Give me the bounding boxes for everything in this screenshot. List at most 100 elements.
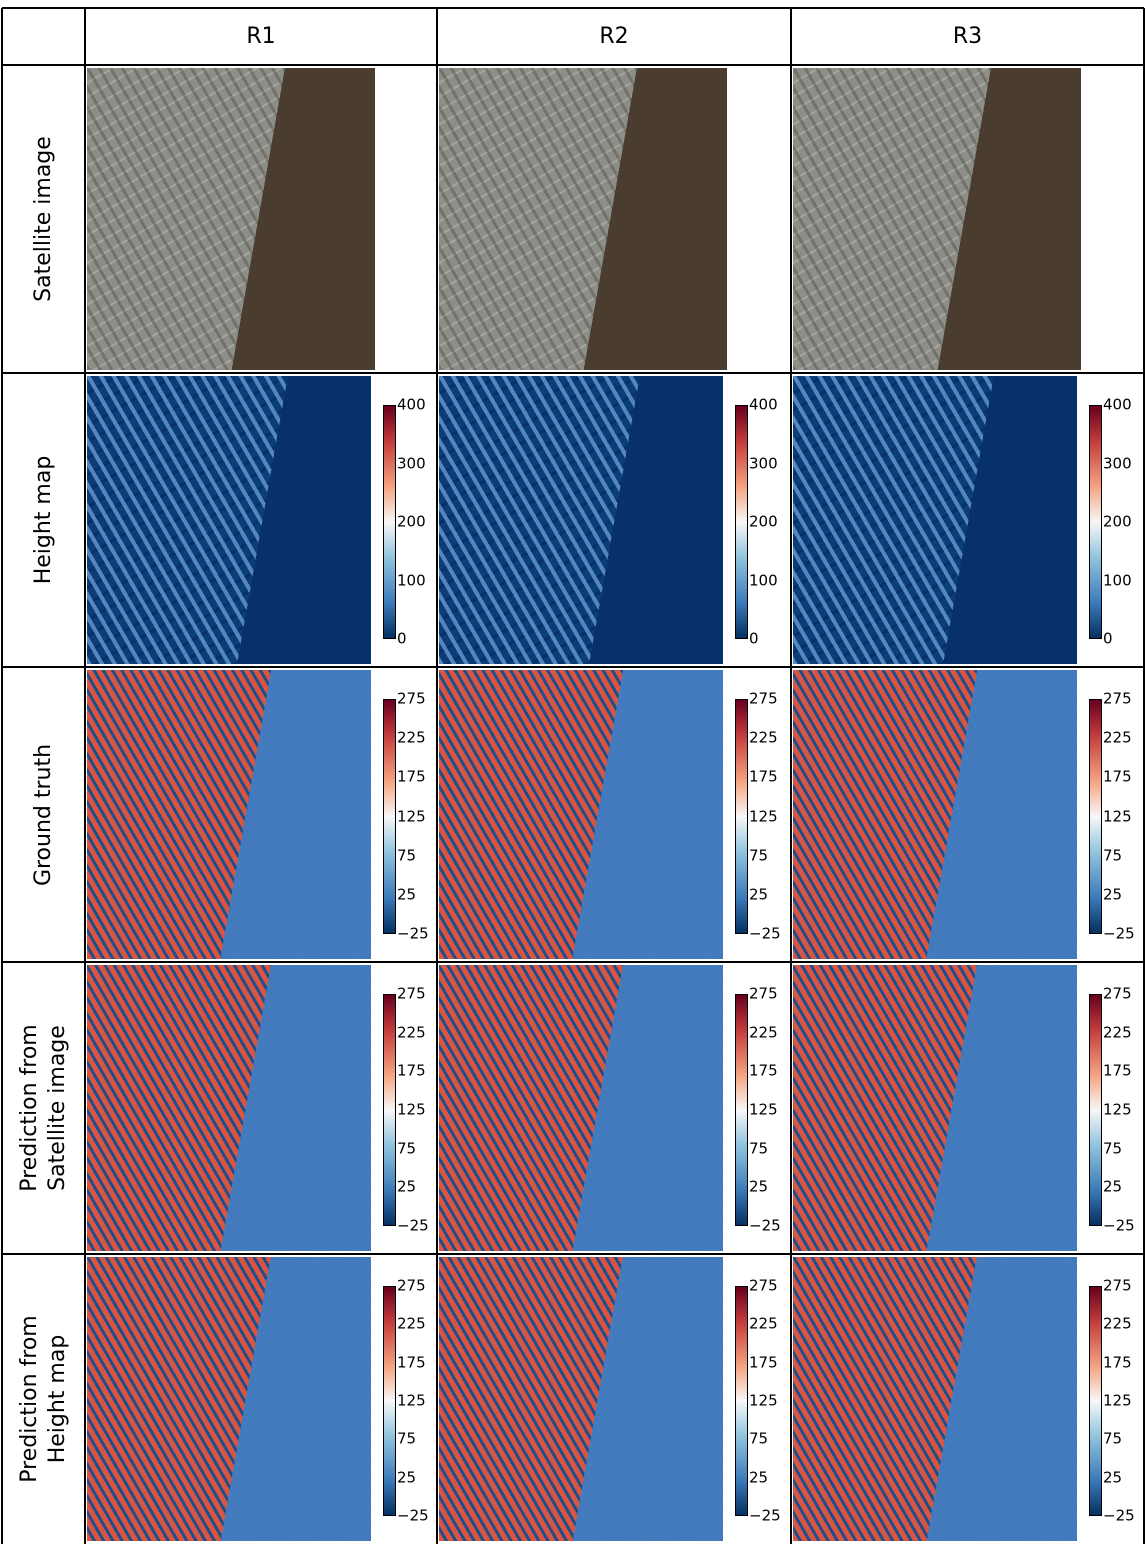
table-border: [2, 666, 1144, 668]
colorbar-tick-label: 25: [749, 887, 768, 902]
colorbar-tick-label: 225: [397, 1317, 426, 1332]
row-label-line: Height map: [44, 1315, 72, 1482]
colorbar-tick-label: 175: [749, 1355, 778, 1370]
map-image: [87, 1257, 371, 1541]
map-image: [87, 670, 371, 959]
colorbar-tick-label: 225: [397, 731, 426, 746]
colorbar-tick-label: 25: [397, 887, 416, 902]
colorbar-tick-label: 100: [749, 573, 778, 588]
colorbar: [1089, 994, 1102, 1226]
colorbar-tick-label: −25: [397, 927, 429, 942]
table-border: [1143, 8, 1145, 1544]
column-header: R2: [437, 8, 791, 65]
colorbar-tick-label: 25: [397, 1470, 416, 1485]
colorbar-tick-label: 25: [1103, 1180, 1122, 1195]
column-header: R3: [791, 8, 1144, 65]
row-label-line: Ground truth: [30, 743, 58, 885]
colorbar: [1089, 405, 1102, 639]
colorbar-tick-label: 125: [749, 1103, 778, 1118]
colorbar-tick-label: 125: [397, 1103, 426, 1118]
colorbar-tick-label: 225: [397, 1025, 426, 1040]
colorbar-tick-label: 25: [1103, 887, 1122, 902]
colorbar-tick-label: 275: [397, 1279, 426, 1294]
colorbar-tick-label: 200: [397, 515, 426, 530]
map-image: [439, 376, 723, 664]
colorbar-tick-label: −25: [1103, 927, 1135, 942]
colorbar-tick-label: −25: [749, 1219, 781, 1234]
row-label-line: Satellite image: [44, 1024, 72, 1191]
colorbar-tick-label: 275: [1103, 1279, 1132, 1294]
figure: R1R2R3 Satellite image Height map 400 300 200…: [0, 0, 1146, 1544]
table-border: [790, 8, 792, 1544]
colorbar-tick-label: 175: [397, 1355, 426, 1370]
colorbar-tick-label: 0: [397, 632, 407, 647]
colorbar-tick-label: 400: [1103, 398, 1132, 413]
colorbar: [1089, 1286, 1102, 1516]
colorbar: [383, 994, 396, 1226]
colorbar-tick-label: 25: [749, 1180, 768, 1195]
column-header: R1: [85, 8, 437, 65]
colorbar-tick-label: 125: [397, 809, 426, 824]
colorbar-tick-label: 225: [749, 1317, 778, 1332]
colorbar: [735, 994, 748, 1226]
colorbar: [383, 405, 396, 639]
colorbar-tick-label: 300: [397, 456, 426, 471]
map-image: [87, 965, 371, 1251]
colorbar-tick-label: 225: [1103, 1317, 1132, 1332]
colorbar-tick-label: 175: [1103, 770, 1132, 785]
colorbar-tick-label: 75: [397, 1432, 416, 1447]
row-label-line: Height map: [30, 456, 58, 585]
table-border: [2, 1253, 1144, 1255]
map-image: [439, 1257, 723, 1541]
colorbar: [735, 699, 748, 934]
colorbar: [735, 1286, 748, 1516]
colorbar: [735, 405, 748, 639]
row-label: Ground truth: [30, 743, 58, 885]
colorbar: [383, 699, 396, 934]
colorbar-tick-label: 125: [1103, 809, 1132, 824]
table-border: [2, 961, 1144, 963]
colorbar: [383, 1286, 396, 1516]
row-label: Prediction fromHeight map: [16, 1315, 72, 1482]
map-image: [793, 965, 1077, 1251]
colorbar-tick-label: −25: [397, 1219, 429, 1234]
colorbar-tick-label: 75: [1103, 848, 1122, 863]
map-image: [439, 670, 723, 959]
table-border: [1, 8, 3, 1544]
map-image: [793, 376, 1077, 664]
table-border: [2, 372, 1144, 374]
colorbar-tick-label: 275: [749, 987, 778, 1002]
colorbar-tick-label: 275: [749, 1279, 778, 1294]
map-image: [439, 965, 723, 1251]
colorbar-tick-label: −25: [397, 1509, 429, 1524]
colorbar-tick-label: −25: [749, 1509, 781, 1524]
colorbar-tick-label: 125: [749, 1394, 778, 1409]
colorbar-tick-label: 200: [1103, 515, 1132, 530]
map-image: [793, 1257, 1077, 1541]
table-border: [436, 8, 438, 1544]
colorbar-tick-label: 175: [397, 1064, 426, 1079]
colorbar-tick-label: 275: [397, 987, 426, 1002]
map-image: [793, 670, 1077, 959]
colorbar-tick-label: 225: [1103, 1025, 1132, 1040]
colorbar-tick-label: 125: [749, 809, 778, 824]
colorbar-tick-label: 25: [397, 1180, 416, 1195]
colorbar-tick-label: 175: [1103, 1064, 1132, 1079]
colorbar-tick-label: 275: [1103, 692, 1132, 707]
colorbar-tick-label: 75: [1103, 1141, 1122, 1156]
map-image: [87, 376, 371, 664]
colorbar-tick-label: 225: [1103, 731, 1132, 746]
colorbar-tick-label: 300: [749, 456, 778, 471]
colorbar-tick-label: 25: [749, 1470, 768, 1485]
colorbar-tick-label: 0: [1103, 632, 1113, 647]
colorbar-tick-label: 25: [1103, 1470, 1122, 1485]
map-image: [439, 68, 727, 370]
colorbar-tick-label: 300: [1103, 456, 1132, 471]
colorbar-tick-label: 225: [749, 1025, 778, 1040]
colorbar-tick-label: 100: [397, 573, 426, 588]
colorbar-tick-label: 75: [749, 848, 768, 863]
colorbar-tick-label: 200: [749, 515, 778, 530]
colorbar-tick-label: 400: [749, 398, 778, 413]
colorbar-tick-label: 225: [749, 731, 778, 746]
